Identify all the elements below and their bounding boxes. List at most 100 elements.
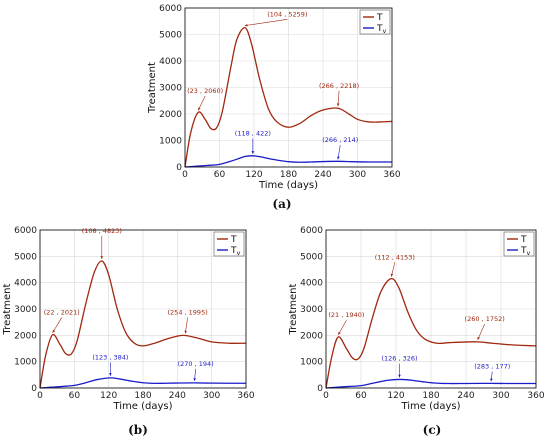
y-tick-label: 5000	[159, 31, 182, 41]
x-tick-label: 0	[37, 391, 43, 401]
y-axis-label: Treatment	[288, 283, 299, 335]
series-line-T	[325, 277, 537, 389]
y-tick-label: 4000	[14, 279, 37, 289]
legend-label: T	[376, 13, 383, 23]
annotation-arrowhead	[52, 329, 56, 333]
chart-panel-a: 0 60 120 180 240 300 360 0 1000 2000 3000 4000 5000 6…	[147, 4, 401, 191]
y-axis-label: Treatment	[147, 62, 158, 114]
x-tick-label: 60	[355, 391, 367, 401]
y-tick-label: 6000	[14, 226, 37, 236]
y-tick-label: 6000	[159, 4, 182, 14]
annotation-arrowhead	[193, 378, 197, 381]
x-tick-label: 180	[422, 391, 439, 401]
legend-label: T	[520, 235, 527, 245]
legend-box	[503, 231, 535, 257]
legend-box	[213, 231, 245, 257]
x-tick-label: 360	[237, 391, 254, 401]
annotation-arrowhead	[251, 151, 255, 154]
legend-label: T	[230, 235, 237, 245]
annotation-arrowhead	[490, 378, 493, 382]
annotation-label: (23 , 2060)	[187, 87, 223, 95]
annotation-label: (126 , 326)	[381, 355, 417, 363]
legend-label: Tv	[520, 246, 531, 257]
x-tick-label: 60	[69, 391, 81, 401]
annotation-arrowhead	[390, 273, 394, 277]
annotation-label: (266 , 214)	[322, 136, 358, 144]
y-tick-label: 4000	[159, 57, 182, 67]
annotation-arrow	[244, 18, 288, 26]
series-line-Tv	[325, 378, 537, 389]
y-tick-label: 0	[176, 163, 182, 173]
annotation-label: (104 , 5259)	[267, 10, 307, 18]
x-tick-label: 180	[134, 391, 151, 401]
annotation-arrowhead	[477, 336, 480, 340]
chart-panel-b: 0 60 120 180 240 300 360 0 1000 2000 3000 4000 5000 6…	[2, 226, 255, 412]
annotation-arrowhead	[109, 373, 112, 376]
annotation-label: (283 , 177)	[474, 363, 510, 371]
x-tick-label: 0	[182, 170, 188, 180]
annotation-label: (123 , 384)	[92, 353, 128, 361]
y-tick-label: 1000	[159, 137, 182, 147]
series-line-T	[184, 26, 393, 168]
y-tick-label: 3000	[300, 305, 323, 315]
annotation-arrowhead	[198, 107, 201, 111]
x-tick-label: 300	[492, 391, 509, 401]
annotation-label: (108 , 4823)	[82, 227, 122, 235]
legend-label: Tv	[376, 24, 387, 35]
y-tick-label: 1000	[14, 358, 37, 368]
x-tick-label: 120	[100, 391, 117, 401]
x-tick-label: 300	[203, 391, 220, 401]
x-tick-label: 180	[280, 170, 297, 180]
legend-label: Tv	[230, 246, 241, 257]
annotation-label: (112 , 4153)	[375, 253, 415, 261]
annotation-arrowhead	[184, 330, 188, 334]
series-line-Tv	[184, 155, 393, 168]
axes-frame	[184, 7, 393, 168]
y-tick-label: 6000	[300, 226, 323, 236]
annotation-arrow	[52, 317, 63, 333]
y-tick-label: 1000	[300, 358, 323, 368]
panel-letter-b: (b)	[128, 423, 148, 437]
annotation-arrowhead	[244, 23, 248, 27]
y-axis-label: Treatment	[2, 283, 13, 335]
y-tick-label: 2000	[14, 331, 37, 341]
y-tick-label: 4000	[300, 279, 323, 289]
x-tick-label: 240	[314, 170, 331, 180]
x-axis-label: Time (days)	[400, 401, 460, 412]
panel-letter-c: (c)	[423, 423, 442, 437]
y-tick-label: 0	[31, 384, 37, 394]
chart-panel-c: 0 60 120 180 240 300 360 0 1000 2000 3000 4000 5000 6…	[288, 226, 545, 412]
x-tick-label: 0	[323, 391, 329, 401]
y-tick-label: 2000	[300, 331, 323, 341]
legend-box	[359, 9, 391, 35]
x-tick-label: 300	[349, 170, 366, 180]
x-tick-label: 120	[387, 391, 404, 401]
x-tick-label: 360	[383, 170, 400, 180]
x-tick-label: 240	[169, 391, 186, 401]
axes-frame	[39, 229, 247, 389]
series-line-Tv	[39, 377, 247, 389]
x-tick-label: 120	[245, 170, 262, 180]
annotation-arrowhead	[336, 103, 340, 107]
annotation-label: (266 , 2218)	[319, 82, 359, 90]
annotation-label: (260 , 1752)	[465, 315, 505, 323]
x-tick-label: 240	[457, 391, 474, 401]
annotation-label: (118 , 422)	[235, 130, 271, 138]
axes-frame	[325, 229, 537, 389]
annotation-label: (21 , 1940)	[328, 311, 364, 319]
x-axis-label: Time (days)	[112, 401, 172, 412]
annotation-arrowhead	[338, 331, 341, 335]
y-tick-label: 2000	[159, 110, 182, 120]
x-tick-label: 360	[527, 391, 544, 401]
annotation-arrow	[477, 324, 485, 340]
y-tick-label: 5000	[300, 252, 323, 262]
annotation-arrowhead	[398, 374, 401, 378]
annotation-arrowhead	[337, 156, 340, 160]
panel-letter-a: (a)	[272, 197, 291, 211]
x-axis-label: Time (days)	[258, 180, 318, 191]
annotation-arrow	[337, 320, 347, 336]
annotation-label: (270 , 194)	[178, 360, 214, 368]
annotation-arrowhead	[100, 256, 104, 259]
y-tick-label: 3000	[159, 84, 182, 94]
